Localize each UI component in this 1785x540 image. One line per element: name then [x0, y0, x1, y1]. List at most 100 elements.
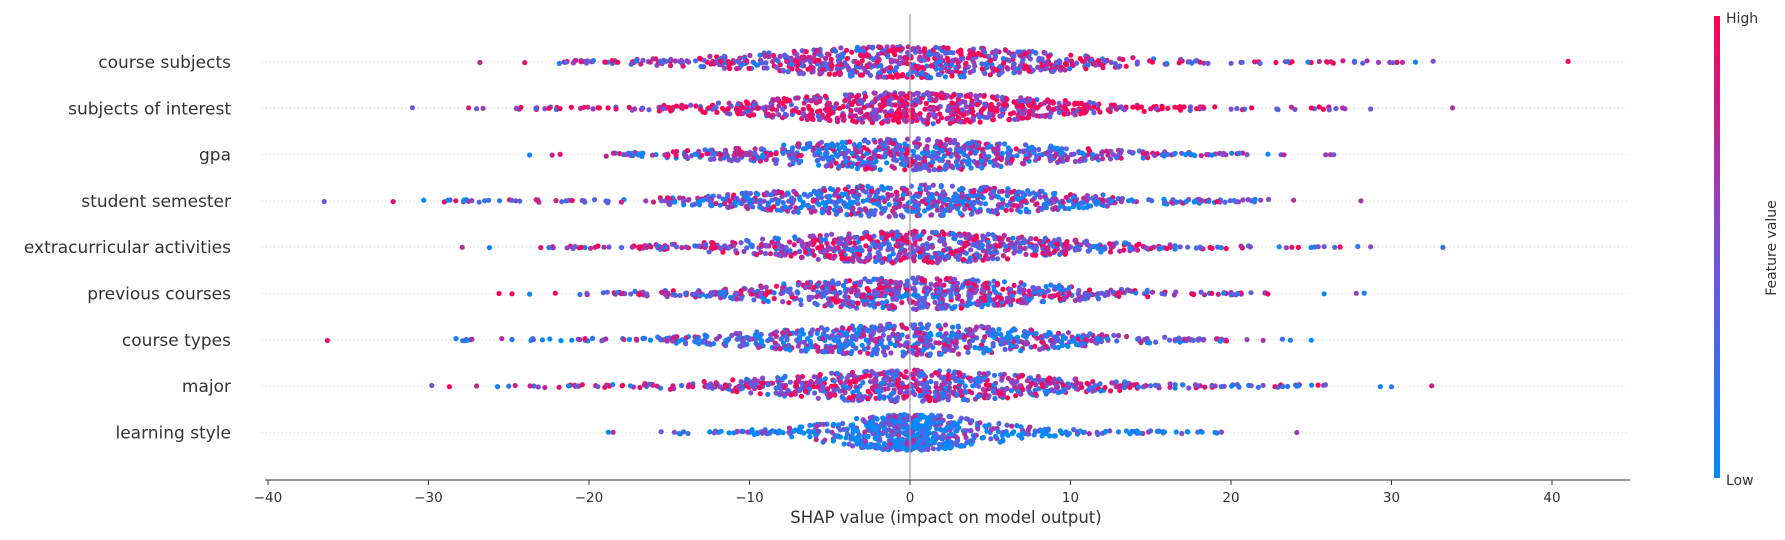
shap-point [934, 191, 939, 196]
shap-point [1105, 198, 1110, 203]
shap-point [1043, 236, 1048, 241]
shap-point [887, 202, 892, 207]
shap-point [925, 304, 930, 309]
shap-point [966, 64, 971, 69]
shap-point [884, 234, 889, 239]
shap-point [1095, 246, 1100, 251]
shap-point [947, 138, 952, 143]
shap-point [949, 73, 954, 78]
shap-point [982, 298, 987, 303]
shap-point [862, 259, 867, 264]
shap-point [634, 58, 639, 63]
shap-point [861, 48, 866, 53]
shap-point [981, 195, 986, 200]
shap-point [945, 69, 950, 74]
shap-point [648, 338, 653, 343]
shap-point [939, 91, 944, 96]
shap-point [893, 343, 898, 348]
shap-point [1088, 292, 1093, 297]
shap-point [832, 245, 837, 250]
shap-point [920, 151, 925, 156]
shap-point [950, 101, 955, 106]
shap-point [1242, 107, 1247, 112]
shap-point [801, 200, 806, 205]
shap-point [824, 164, 829, 169]
shap-point [1114, 291, 1119, 296]
shap-point [1066, 206, 1071, 211]
shap-point [863, 69, 868, 74]
shap-point [876, 145, 881, 150]
shap-point [1111, 333, 1116, 338]
shap-point [1014, 196, 1019, 201]
shap-point [796, 282, 801, 287]
shap-point [1332, 245, 1337, 250]
shap-point [1116, 148, 1121, 153]
shap-point [517, 199, 522, 204]
shap-point [805, 67, 810, 72]
shap-point [1034, 105, 1039, 110]
shap-point [704, 294, 709, 299]
shap-point [557, 61, 562, 66]
shap-point [709, 203, 714, 208]
shap-point [841, 118, 846, 123]
shap-point [864, 151, 869, 156]
shap-point [1040, 251, 1045, 256]
shap-point [990, 232, 995, 237]
shap-point [1025, 188, 1030, 193]
shap-point [801, 110, 806, 115]
shap-point [848, 236, 853, 241]
shap-point [832, 72, 837, 77]
shap-point [1184, 199, 1189, 204]
shap-point [1566, 59, 1571, 64]
shap-point [659, 198, 664, 203]
shap-point [693, 152, 698, 157]
shap-point [639, 151, 644, 156]
shap-point [1289, 59, 1294, 64]
shap-point [995, 144, 1000, 149]
shap-point [950, 108, 955, 113]
beeswarm-row [497, 275, 1367, 312]
shap-point [736, 111, 741, 116]
shap-point [1024, 156, 1029, 161]
shap-point [1009, 207, 1014, 212]
shap-point [849, 248, 854, 253]
shap-point [940, 148, 945, 153]
shap-point [766, 299, 771, 304]
shap-point [921, 92, 926, 97]
shap-point [786, 69, 791, 74]
shap-point [942, 232, 947, 237]
shap-point [1099, 150, 1104, 155]
shap-point [880, 305, 885, 310]
shap-point [782, 53, 787, 58]
shap-point [891, 157, 896, 162]
shap-point [838, 240, 843, 245]
shap-point [974, 287, 979, 292]
shap-point [852, 142, 857, 147]
shap-point [760, 153, 765, 158]
shap-point [863, 94, 868, 99]
shap-point [477, 60, 482, 65]
shap-point [1145, 290, 1150, 295]
shap-point [1124, 64, 1129, 69]
shap-point [958, 48, 963, 53]
shap-point [796, 62, 801, 67]
shap-point [898, 258, 903, 263]
shap-point [1034, 201, 1039, 206]
shap-point [827, 72, 832, 77]
shap-point [658, 59, 663, 64]
shap-point [812, 189, 817, 194]
shap-point [1142, 109, 1147, 114]
shap-point [817, 99, 822, 104]
shap-point [820, 67, 825, 72]
shap-point [846, 65, 851, 70]
shap-point [477, 200, 482, 205]
shap-point [950, 231, 955, 236]
shap-point [1097, 109, 1102, 114]
shap-point [934, 145, 939, 150]
shap-point [926, 289, 931, 294]
shap-point [809, 108, 814, 113]
shap-point [1023, 198, 1028, 203]
shap-point [893, 280, 898, 285]
shap-point [855, 61, 860, 66]
shap-point [1007, 151, 1012, 156]
